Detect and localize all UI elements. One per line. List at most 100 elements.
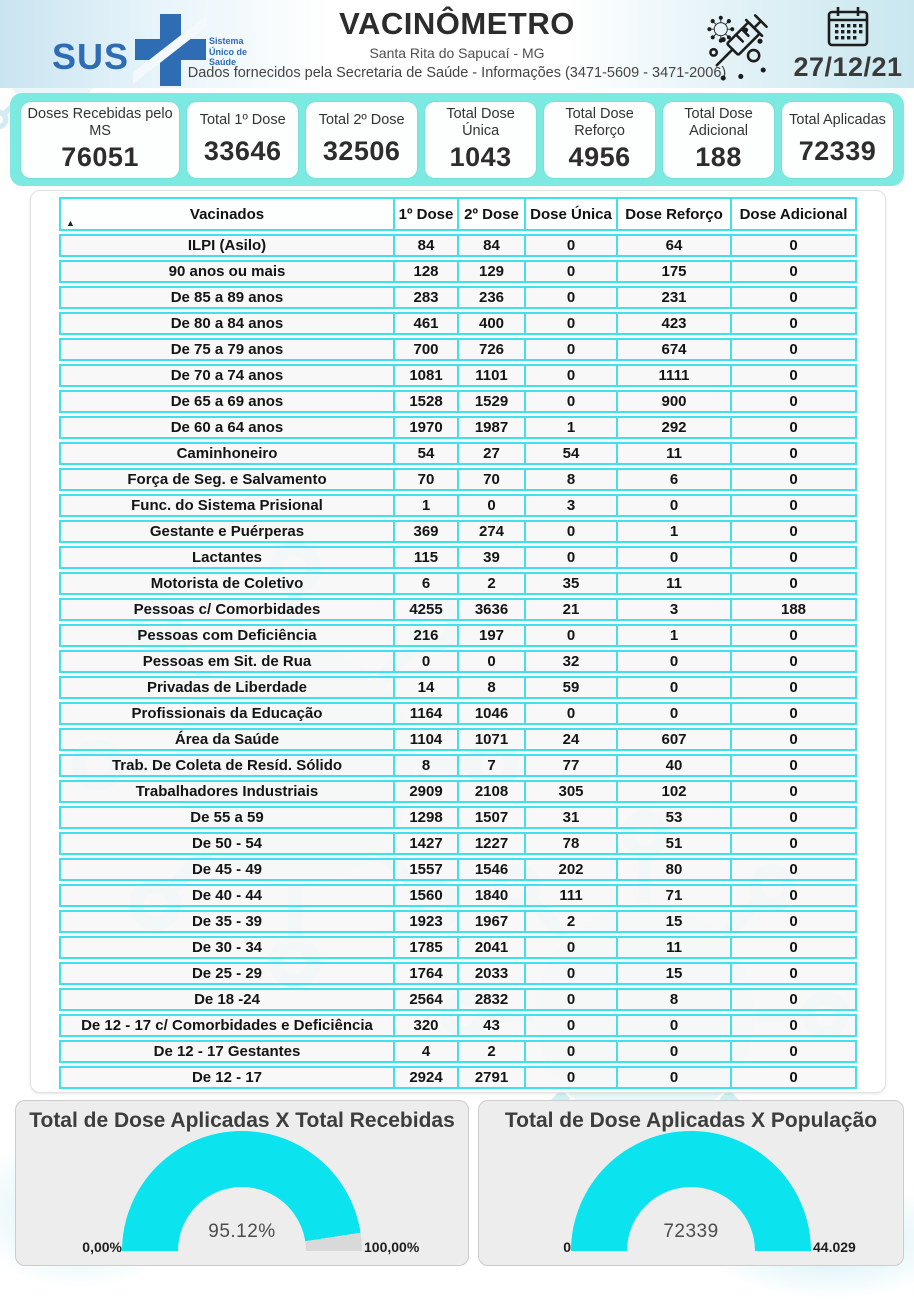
row-value[interactable]: 1 [618,624,732,647]
row-value[interactable]: 0 [732,468,857,491]
row-value[interactable]: 0 [526,286,618,309]
row-value[interactable]: 0 [526,1014,618,1037]
row-label[interactable]: Lactantes [59,546,395,569]
row-value[interactable]: 900 [618,390,732,413]
row-value[interactable]: 1923 [395,910,459,933]
row-value[interactable]: 320 [395,1014,459,1037]
row-value[interactable]: 51 [618,832,732,855]
row-value[interactable]: 21 [526,598,618,621]
table-row[interactable]: Lactantes 115 39 0 0 0 [59,546,857,569]
row-label[interactable]: De 12 - 17 Gestantes [59,1040,395,1063]
table-row[interactable]: De 70 a 74 anos 1081 1101 0 1111 0 [59,364,857,387]
table-row[interactable]: De 35 - 39 1923 1967 2 15 0 [59,910,857,933]
table-column-header[interactable]: Dose Adicional [732,197,857,231]
row-value[interactable]: 0 [526,520,618,543]
row-value[interactable]: 726 [459,338,526,361]
row-value[interactable]: 0 [526,962,618,985]
row-value[interactable]: 24 [526,728,618,751]
row-value[interactable]: 1785 [395,936,459,959]
row-value[interactable]: 1101 [459,364,526,387]
row-value[interactable]: 0 [732,754,857,777]
row-value[interactable]: 0 [618,1014,732,1037]
row-value[interactable]: 64 [618,234,732,257]
row-value[interactable]: 4255 [395,598,459,621]
row-label[interactable]: Profissionais da Educação [59,702,395,725]
row-label[interactable]: Gestante e Puérperas [59,520,395,543]
row-value[interactable]: 0 [732,910,857,933]
row-value[interactable]: 0 [526,624,618,647]
row-value[interactable]: 202 [526,858,618,881]
row-label[interactable]: De 30 - 34 [59,936,395,959]
table-row[interactable]: De 50 - 54 1427 1227 78 51 0 [59,832,857,855]
row-value[interactable]: 0 [526,338,618,361]
row-value[interactable]: 0 [732,624,857,647]
table-row[interactable]: ILPI (Asilo) 84 84 0 64 0 [59,234,857,257]
table-row[interactable]: Força de Seg. e Salvamento 70 70 8 6 0 [59,468,857,491]
row-label[interactable]: 90 anos ou mais [59,260,395,283]
table-column-header[interactable]: 1º Dose [395,197,459,231]
row-value[interactable]: 0 [459,494,526,517]
row-value[interactable]: 0 [526,312,618,335]
row-label[interactable]: De 85 a 89 anos [59,286,395,309]
row-value[interactable]: 77 [526,754,618,777]
row-value[interactable]: 197 [459,624,526,647]
row-value[interactable]: 0 [732,286,857,309]
row-value[interactable]: 78 [526,832,618,855]
row-value[interactable]: 8 [618,988,732,1011]
row-label[interactable]: Motorista de Coletivo [59,572,395,595]
row-value[interactable]: 0 [459,650,526,673]
row-label[interactable]: De 40 - 44 [59,884,395,907]
row-value[interactable]: 2924 [395,1066,459,1089]
row-label[interactable]: Pessoas c/ Comorbidades [59,598,395,621]
row-label[interactable]: Caminhoneiro [59,442,395,465]
row-label[interactable]: Privadas de Liberdade [59,676,395,699]
table-column-header[interactable]: Dose Única [526,197,618,231]
row-value[interactable]: 0 [732,832,857,855]
row-value[interactable]: 0 [732,1040,857,1063]
table-row[interactable]: Trabalhadores Industriais 2909 2108 305 102 0 [59,780,857,803]
row-value[interactable]: 0 [526,988,618,1011]
row-label[interactable]: De 70 a 74 anos [59,364,395,387]
row-value[interactable]: 461 [395,312,459,335]
table-row[interactable]: De 12 - 17 c/ Comorbidades e Deficiência… [59,1014,857,1037]
row-value[interactable]: 2 [526,910,618,933]
row-label[interactable]: De 80 a 84 anos [59,312,395,335]
table-row[interactable]: De 40 - 44 1560 1840 111 71 0 [59,884,857,907]
table-row[interactable]: Trab. De Coleta de Resíd. Sólido 8 7 77 40 0 [59,754,857,777]
row-value[interactable]: 1227 [459,832,526,855]
row-value[interactable]: 0 [526,260,618,283]
row-value[interactable]: 0 [732,338,857,361]
row-value[interactable]: 1298 [395,806,459,829]
row-value[interactable]: 129 [459,260,526,283]
row-value[interactable]: 59 [526,676,618,699]
row-value[interactable]: 53 [618,806,732,829]
row-value[interactable]: 11 [618,936,732,959]
row-value[interactable]: 8 [459,676,526,699]
row-value[interactable]: 54 [526,442,618,465]
row-label[interactable]: Trabalhadores Industriais [59,780,395,803]
row-value[interactable]: 0 [526,546,618,569]
row-value[interactable]: 0 [526,702,618,725]
row-value[interactable]: 1967 [459,910,526,933]
row-value[interactable]: 2108 [459,780,526,803]
row-label[interactable]: Pessoas em Sit. de Rua [59,650,395,673]
row-label[interactable]: Pessoas com Deficiência [59,624,395,647]
row-value[interactable]: 2 [459,572,526,595]
sort-ascending-icon[interactable]: ▲ [66,218,75,228]
row-label[interactable]: De 25 - 29 [59,962,395,985]
row-value[interactable]: 1546 [459,858,526,881]
row-label[interactable]: De 55 a 59 [59,806,395,829]
row-value[interactable]: 2564 [395,988,459,1011]
row-value[interactable]: 0 [732,520,857,543]
row-value[interactable]: 0 [732,572,857,595]
row-value[interactable]: 0 [732,858,857,881]
row-value[interactable]: 2041 [459,936,526,959]
table-row[interactable]: De 60 a 64 anos 1970 1987 1 292 0 [59,416,857,439]
row-label[interactable]: De 12 - 17 [59,1066,395,1089]
row-value[interactable]: 1764 [395,962,459,985]
row-value[interactable]: 0 [732,1014,857,1037]
row-label[interactable]: De 45 - 49 [59,858,395,881]
table-row[interactable]: De 18 -24 2564 2832 0 8 0 [59,988,857,1011]
row-value[interactable]: 0 [618,702,732,725]
row-value[interactable]: 0 [618,494,732,517]
